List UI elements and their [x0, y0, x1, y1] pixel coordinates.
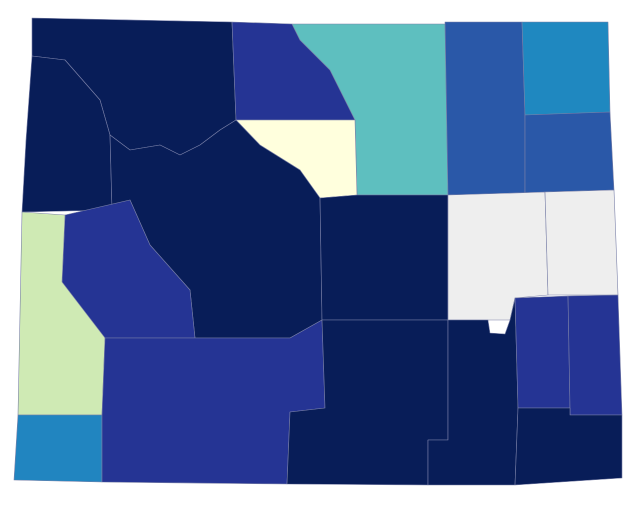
county [13, 414, 103, 483]
county [444, 21, 526, 196]
county [567, 294, 623, 416]
county [514, 295, 571, 409]
county [319, 194, 449, 321]
county [521, 21, 611, 116]
county [544, 189, 619, 296]
county [514, 407, 623, 486]
county [524, 111, 615, 196]
